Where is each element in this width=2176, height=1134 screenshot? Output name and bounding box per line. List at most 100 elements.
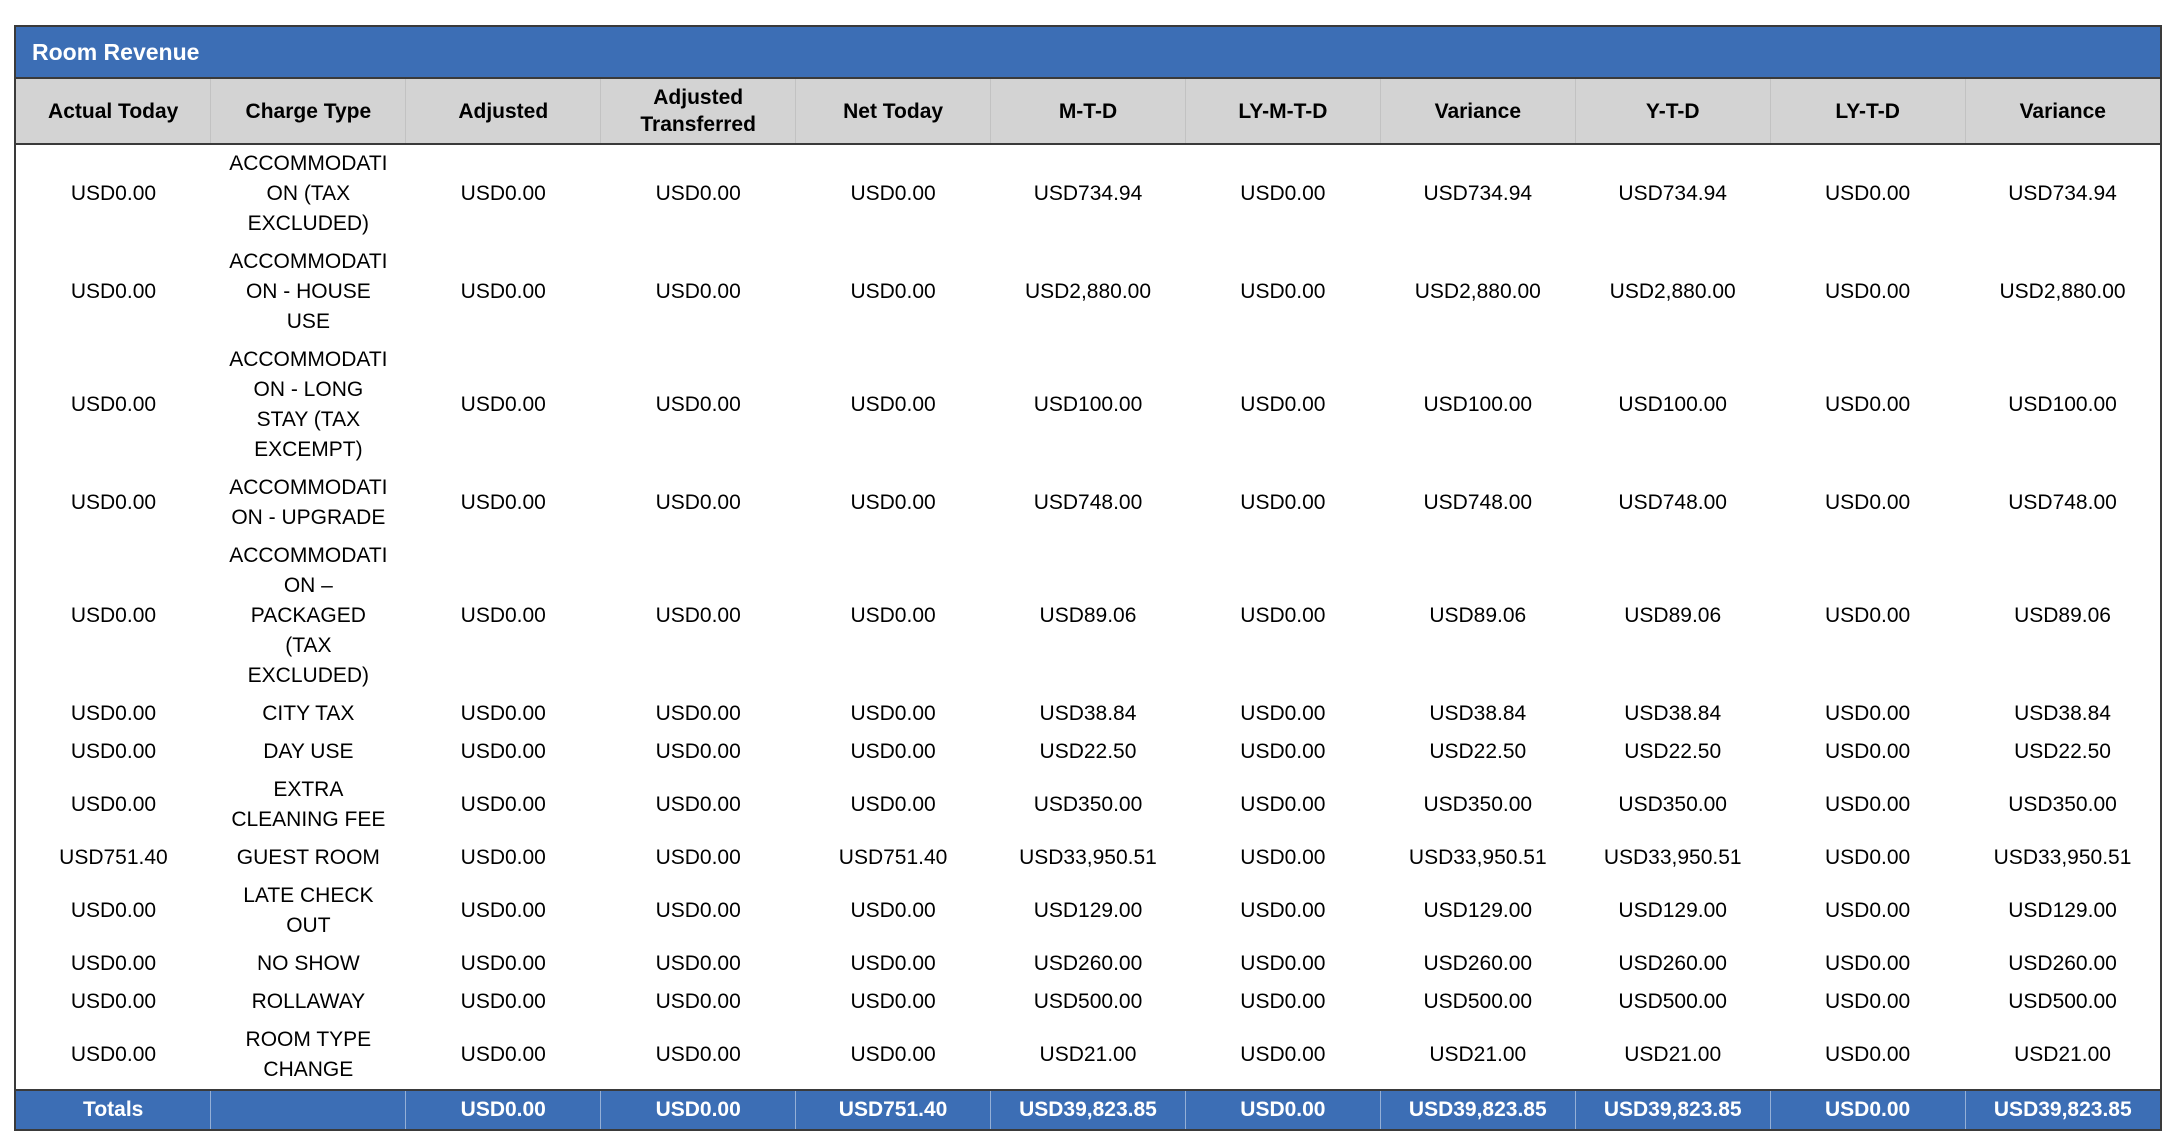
amount-cell: USD129.00	[1965, 877, 2160, 945]
amount-cell: USD0.00	[1770, 733, 1966, 771]
table-row: USD0.00 ROLLAWAY USD0.00 USD0.00 USD0.00 USD5…	[16, 983, 2160, 1021]
amount-cell: USD2,880.00	[1575, 243, 1771, 341]
amount-cell: USD0.00	[1185, 877, 1381, 945]
amount-cell: USD751.40	[795, 839, 991, 877]
amount-cell: USD0.00	[600, 469, 796, 537]
amount-cell: USD0.00	[600, 243, 796, 341]
amount-cell: USD751.40	[16, 839, 211, 877]
amount-cell: USD33,950.51	[1965, 839, 2160, 877]
column-header-2: Adjusted	[405, 79, 601, 145]
column-header-6: LY-M-T-D	[1184, 79, 1381, 145]
totals-cell: USD39,823.85	[1379, 1089, 1576, 1129]
amount-cell: USD260.00	[1380, 945, 1576, 983]
amount-cell: USD0.00	[405, 341, 601, 469]
amount-cell: USD0.00	[1185, 945, 1381, 983]
amount-cell: USD0.00	[405, 983, 601, 1021]
amount-cell: USD0.00	[1770, 1021, 1966, 1090]
charge-type-cell: CITY TAX	[210, 695, 406, 733]
amount-cell: USD0.00	[1185, 144, 1381, 243]
amount-cell: USD0.00	[600, 877, 796, 945]
charge-type-cell: GUEST ROOM	[210, 839, 406, 877]
amount-cell: USD0.00	[16, 144, 211, 243]
amount-cell: USD0.00	[1185, 341, 1381, 469]
amount-cell: USD0.00	[1770, 469, 1966, 537]
amount-cell: USD0.00	[1770, 537, 1966, 695]
amount-cell: USD0.00	[16, 243, 211, 341]
amount-cell: USD748.00	[990, 469, 1186, 537]
amount-cell: USD500.00	[1575, 983, 1771, 1021]
amount-cell: USD500.00	[1965, 983, 2160, 1021]
table-row: USD0.00 LATE CHECK OUT USD0.00 USD0.00 USD0.…	[16, 877, 2160, 945]
amount-cell: USD748.00	[1575, 469, 1771, 537]
table-row: USD0.00 DAY USE USD0.00 USD0.00 USD0.00 USD22…	[16, 733, 2160, 771]
amount-cell: USD0.00	[16, 945, 211, 983]
amount-cell: USD0.00	[405, 877, 601, 945]
amount-cell: USD89.06	[1575, 537, 1771, 695]
amount-cell: USD350.00	[990, 771, 1186, 839]
amount-cell: USD260.00	[1965, 945, 2160, 983]
amount-cell: USD0.00	[1770, 341, 1966, 469]
table-row: USD0.00 EXTRA CLEANING FEE USD0.00 USD0.00 U…	[16, 771, 2160, 839]
table-header: Actual Today Charge Type Adjusted Adjusted …	[16, 79, 2160, 145]
amount-cell: USD0.00	[795, 733, 991, 771]
amount-cell: USD0.00	[795, 537, 991, 695]
amount-cell: USD0.00	[1185, 983, 1381, 1021]
amount-cell: USD22.50	[1380, 733, 1576, 771]
table-row: USD0.00 ACCOMMODATION (TAX EXCLUDED) USD0.…	[16, 144, 2160, 243]
amount-cell: USD0.00	[600, 839, 796, 877]
charge-type-cell: ROOM TYPE CHANGE	[210, 1021, 406, 1090]
column-header-0: Actual Today	[16, 79, 211, 145]
amount-cell: USD0.00	[16, 733, 211, 771]
table-row: USD0.00 CITY TAX USD0.00 USD0.00 USD0.00 USD3…	[16, 695, 2160, 733]
amount-cell: USD100.00	[1965, 341, 2160, 469]
amount-cell: USD129.00	[1380, 877, 1576, 945]
amount-cell: USD0.00	[795, 469, 991, 537]
amount-cell: USD2,880.00	[1380, 243, 1576, 341]
amount-cell: USD0.00	[16, 983, 211, 1021]
amount-cell: USD0.00	[1185, 733, 1381, 771]
amount-cell: USD21.00	[1965, 1021, 2160, 1090]
totals-cell: USD0.00	[405, 1089, 601, 1129]
amount-cell: USD0.00	[795, 1021, 991, 1090]
amount-cell: USD0.00	[600, 771, 796, 839]
column-header-3: Adjusted Transferred	[600, 79, 796, 145]
amount-cell: USD0.00	[795, 341, 991, 469]
charge-type-cell: LATE CHECK OUT	[210, 877, 406, 945]
charge-type-cell: ACCOMMODATION - HOUSE USE	[210, 243, 406, 341]
amount-cell: USD734.94	[990, 144, 1186, 243]
table-row: USD0.00 ACCOMMODATION - UPGRADE USD0.00 USD…	[16, 469, 2160, 537]
charge-type-cell: NO SHOW	[210, 945, 406, 983]
table-row: USD0.00 ACCOMMODATION – PACKAGED (TAX EXC…	[16, 537, 2160, 695]
amount-cell: USD2,880.00	[990, 243, 1186, 341]
amount-cell: USD0.00	[795, 144, 991, 243]
amount-cell: USD734.94	[1575, 144, 1771, 243]
amount-cell: USD2,880.00	[1965, 243, 2160, 341]
amount-cell: USD0.00	[1185, 537, 1381, 695]
amount-cell: USD33,950.51	[1380, 839, 1576, 877]
amount-cell: USD0.00	[795, 983, 991, 1021]
amount-cell: USD38.84	[1575, 695, 1771, 733]
column-header-8: Y-T-D	[1574, 79, 1771, 145]
amount-cell: USD129.00	[990, 877, 1186, 945]
amount-cell: USD0.00	[16, 771, 211, 839]
amount-cell: USD0.00	[1185, 695, 1381, 733]
totals-cell: USD39,823.85	[990, 1089, 1186, 1129]
amount-cell: USD100.00	[1575, 341, 1771, 469]
amount-cell: USD21.00	[1575, 1021, 1771, 1090]
amount-cell: USD0.00	[795, 877, 991, 945]
amount-cell: USD22.50	[1965, 733, 2160, 771]
room-revenue-report: Room Revenue Actual Today Charge Type Adju…	[14, 25, 2162, 1131]
column-header-10: Variance	[1964, 79, 2160, 145]
charge-type-cell: ACCOMMODATION – PACKAGED (TAX EXCLUDED)	[210, 537, 406, 695]
amount-cell: USD100.00	[1380, 341, 1576, 469]
column-header-9: LY-T-D	[1769, 79, 1966, 145]
totals-cell: USD0.00	[600, 1089, 796, 1129]
amount-cell: USD0.00	[600, 144, 796, 243]
amount-cell: USD748.00	[1965, 469, 2160, 537]
amount-cell: USD748.00	[1380, 469, 1576, 537]
amount-cell: USD0.00	[1185, 1021, 1381, 1090]
charge-type-cell: EXTRA CLEANING FEE	[210, 771, 406, 839]
amount-cell: USD0.00	[16, 469, 211, 537]
charge-type-cell: ACCOMMODATION - UPGRADE	[210, 469, 406, 537]
amount-cell: USD0.00	[16, 537, 211, 695]
